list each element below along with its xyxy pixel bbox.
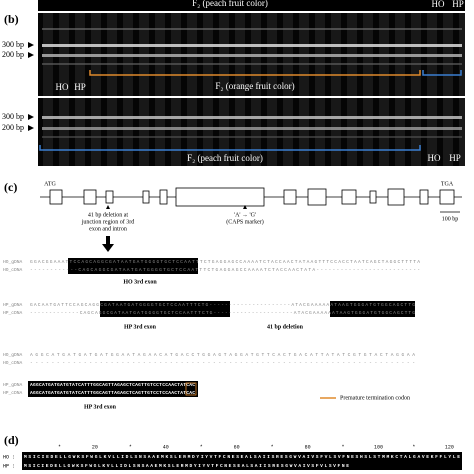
lane-label: HP	[452, 0, 464, 9]
lane-label: HO	[56, 82, 69, 92]
panel-label: (d)	[4, 433, 19, 447]
gel-image	[38, 98, 465, 166]
codon-label: ATG	[44, 181, 56, 187]
protein-sequence: MSICIEDELLGWKSFWGLKVLLIDLSNSAAEMKSLERMDY…	[24, 463, 349, 469]
annotation: (CAPS marker)	[226, 218, 264, 225]
seq-name: HP_gDNA	[3, 302, 23, 308]
codon-label: TGA	[441, 181, 454, 187]
ruler: * 20 * 40 * 60 * 80 * 100 * 120	[58, 444, 454, 450]
gene-model	[40, 187, 462, 213]
ruler-label: *	[129, 444, 132, 450]
exon-highlight	[68, 258, 198, 274]
ruler-label: *	[271, 444, 274, 450]
ruler-label: *	[342, 444, 345, 450]
alignment-highlight	[22, 452, 462, 470]
pointer	[243, 205, 247, 209]
gel-strip	[38, 0, 465, 11]
seq-name: HO_gDNA	[3, 259, 23, 265]
caption: HP 3rd exon	[124, 324, 157, 330]
panel-label: (c)	[4, 180, 17, 194]
ruler-label: 120	[445, 444, 454, 450]
sequence: ----------------------------------------…	[30, 361, 415, 366]
group-label: F₂ (peach fruit color)	[187, 153, 263, 163]
lane-label: HO	[428, 153, 441, 163]
ruler-label: 40	[163, 444, 169, 450]
ruler-label: *	[200, 444, 203, 450]
marker-arrow	[28, 114, 34, 131]
seq-name: HP_cDNA	[3, 390, 23, 396]
seq-name: HP_cDNA	[3, 310, 23, 316]
lane-label: HP	[449, 153, 461, 163]
bracket	[89, 70, 421, 76]
annotation: exon and intron	[89, 226, 127, 232]
group-label: F₂ (orange fruit color)	[215, 81, 294, 91]
group-label: F₂ (peach fruit color)	[192, 0, 268, 8]
sequence: AGGCATGATGATGATGGAATAGAACATGACCTGGAGTAGG…	[30, 352, 415, 358]
seq-name: HO_cDNA	[3, 360, 23, 366]
seq-name: HO :	[3, 454, 15, 460]
ruler-label: 80	[305, 444, 311, 450]
marker-label: 200 bp	[2, 50, 24, 59]
annotation: 'A' → 'G'	[234, 212, 256, 218]
ruler-label: 20	[92, 444, 98, 450]
annotation: 41 bp deletion at	[88, 212, 128, 218]
caption: HP 3rd exon	[84, 404, 117, 410]
scale-label: 100 bp	[442, 216, 459, 222]
marker-label: 300 bp	[2, 40, 24, 49]
stop-codon-box	[185, 382, 197, 396]
marker-label: 200 bp	[2, 123, 24, 132]
ruler-label: 60	[234, 444, 240, 450]
pointer	[106, 205, 110, 209]
panel-label: (b)	[4, 12, 19, 26]
ruler-label: *	[412, 444, 415, 450]
ruler-label: *	[58, 444, 61, 450]
marker-arrow	[28, 42, 34, 58]
sequence: -------------CAGCAGGCGATAATGATGGGGTGCTCC…	[30, 310, 415, 316]
exon-highlight	[28, 381, 198, 397]
seq-name: HP :	[3, 463, 15, 469]
sequence: GACAATGATTCCAGCAGGCGATAATGATGGGGTGCTCCAA…	[30, 302, 415, 308]
caption: HO 3rd exon	[123, 279, 157, 285]
lane-label: HO	[432, 0, 445, 9]
bracket	[39, 145, 421, 151]
gel-image	[38, 13, 465, 96]
seq-name: HP_gDNA	[3, 382, 23, 388]
caption: 41 bp deletion	[267, 324, 304, 330]
sequence: ------------CAGCAGGCGATAATGATGGGGTGCTCCA…	[30, 267, 420, 273]
bracket	[422, 70, 462, 76]
exon-highlight	[100, 301, 230, 317]
protein-sequence: MSICIEDELLGWKSFWGLKVLLIDLSNSAAEMKSLERMDY…	[24, 454, 460, 460]
exon-highlight	[330, 301, 415, 317]
annotation: junction region of 3rd	[81, 218, 135, 225]
ruler-label: 100	[374, 444, 383, 450]
arrow	[102, 236, 114, 252]
marker-label: 300 bp	[2, 112, 24, 121]
lane-label: HP	[74, 82, 86, 92]
legend-label: Premature termination codon	[340, 395, 410, 401]
sequence: AGGCATGATGATGTATCATTTGGCAGTTAGAGCTCAGTTG…	[30, 382, 195, 388]
seq-name: HO_cDNA	[3, 267, 23, 273]
sequence: AGGCATGATGATGTATCATTTGGCAGTTAGAGCTCAGTTG…	[30, 390, 195, 396]
seq-name: HO_gDNA	[3, 352, 23, 358]
sequence: GGACGGAAATTCCAGCAGGCGATAATGATGGGGTGCTCCA…	[30, 259, 420, 265]
